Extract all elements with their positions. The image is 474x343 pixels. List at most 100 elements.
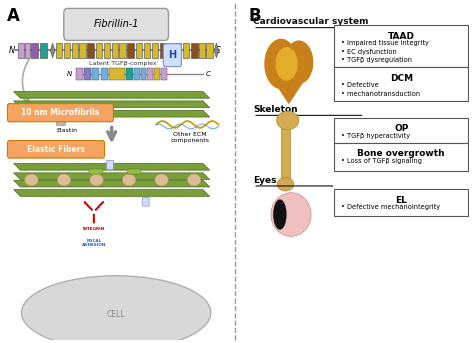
Text: TAAD: TAAD [388, 32, 415, 41]
Ellipse shape [187, 174, 201, 186]
Bar [104, 43, 110, 58]
Text: Elastic Fibers: Elastic Fibers [27, 145, 85, 154]
Polygon shape [264, 67, 313, 104]
Ellipse shape [122, 174, 136, 186]
Ellipse shape [155, 174, 168, 186]
Circle shape [264, 39, 298, 89]
Text: Skeleton: Skeleton [253, 105, 298, 114]
Text: H: H [108, 163, 112, 168]
Bar [154, 68, 160, 80]
Text: Latent TGFβ-complex: Latent TGFβ-complex [90, 61, 157, 66]
Bar [161, 68, 167, 80]
Text: • Defective: • Defective [341, 82, 379, 88]
Text: N: N [66, 71, 72, 77]
Polygon shape [14, 180, 210, 187]
Polygon shape [14, 110, 210, 117]
Bar [183, 43, 189, 58]
Text: • EC dysfunction: • EC dysfunction [341, 49, 397, 55]
Text: N: N [9, 46, 16, 55]
Text: • TGFβ hyperactivity: • TGFβ hyperactivity [341, 133, 410, 139]
Text: EL: EL [395, 196, 407, 205]
Bar [199, 43, 205, 58]
Text: • Defective mechanointegrity: • Defective mechanointegrity [341, 204, 440, 211]
Bar [119, 43, 126, 58]
FancyBboxPatch shape [64, 9, 168, 40]
Bar [64, 43, 70, 58]
Bar [206, 43, 213, 58]
Polygon shape [14, 173, 210, 180]
Text: Elastin: Elastin [56, 128, 78, 133]
Polygon shape [14, 101, 210, 108]
Ellipse shape [276, 111, 299, 130]
FancyBboxPatch shape [8, 141, 105, 158]
Text: • TGFβ dysregulation: • TGFβ dysregulation [341, 57, 412, 63]
Bar [136, 43, 142, 58]
Text: Other ECM
components: Other ECM components [170, 132, 209, 143]
Bar [56, 115, 65, 125]
Bar [109, 68, 125, 80]
Text: CELL: CELL [107, 310, 126, 319]
Bar [175, 43, 182, 58]
FancyBboxPatch shape [335, 25, 468, 67]
Bar [91, 68, 100, 80]
Ellipse shape [57, 174, 71, 186]
Bar [126, 68, 133, 80]
Text: DCM: DCM [390, 74, 413, 83]
Text: • mechanotransduction: • mechanotransduction [341, 91, 420, 97]
Polygon shape [14, 190, 210, 197]
Bar [79, 43, 86, 58]
Ellipse shape [90, 174, 103, 186]
Text: H: H [144, 200, 147, 204]
Text: Fibrillin-1: Fibrillin-1 [93, 19, 139, 29]
Ellipse shape [21, 276, 211, 343]
Bar [100, 68, 109, 80]
Bar [160, 43, 167, 58]
Text: INTEGRIN: INTEGRIN [83, 227, 105, 231]
Text: Bone overgrowth: Bone overgrowth [357, 149, 445, 158]
Bar [134, 68, 139, 80]
Bar [141, 68, 146, 80]
Polygon shape [14, 163, 210, 170]
Circle shape [284, 40, 313, 84]
FancyBboxPatch shape [335, 118, 468, 143]
Text: C: C [205, 71, 210, 77]
Bar [127, 43, 135, 58]
FancyBboxPatch shape [335, 67, 468, 101]
Text: Eyes: Eyes [253, 176, 277, 185]
FancyBboxPatch shape [107, 161, 113, 170]
Bar [84, 68, 91, 80]
Text: H: H [168, 50, 176, 60]
Bar [90, 169, 103, 174]
Text: Cardiovascular system: Cardiovascular system [253, 17, 369, 26]
Text: 10 nm Microfibrils: 10 nm Microfibrils [21, 108, 100, 117]
Bar [31, 43, 38, 58]
Bar [281, 127, 290, 181]
Polygon shape [214, 43, 219, 58]
FancyBboxPatch shape [8, 104, 113, 122]
Bar [144, 43, 150, 58]
Bar [112, 43, 118, 58]
Ellipse shape [271, 193, 311, 236]
Circle shape [275, 47, 298, 81]
Text: FOCAL
ADHESION: FOCAL ADHESION [82, 239, 106, 247]
Ellipse shape [25, 174, 38, 186]
Bar [40, 43, 47, 58]
Ellipse shape [273, 199, 287, 230]
Polygon shape [14, 92, 210, 98]
FancyBboxPatch shape [335, 143, 468, 172]
FancyBboxPatch shape [142, 197, 149, 206]
Bar [127, 169, 141, 174]
Bar [72, 43, 78, 58]
FancyBboxPatch shape [335, 189, 468, 215]
Bar [56, 43, 62, 58]
Bar [96, 43, 102, 58]
Bar [87, 43, 94, 58]
Ellipse shape [277, 178, 294, 191]
Text: • Impaired tissue integrity: • Impaired tissue integrity [341, 40, 429, 46]
Text: • Loss of TGFβ signaling: • Loss of TGFβ signaling [341, 158, 422, 164]
Bar [76, 68, 82, 80]
Text: A: A [7, 7, 20, 25]
FancyBboxPatch shape [164, 44, 182, 67]
Bar [18, 43, 24, 58]
Bar [25, 43, 30, 58]
